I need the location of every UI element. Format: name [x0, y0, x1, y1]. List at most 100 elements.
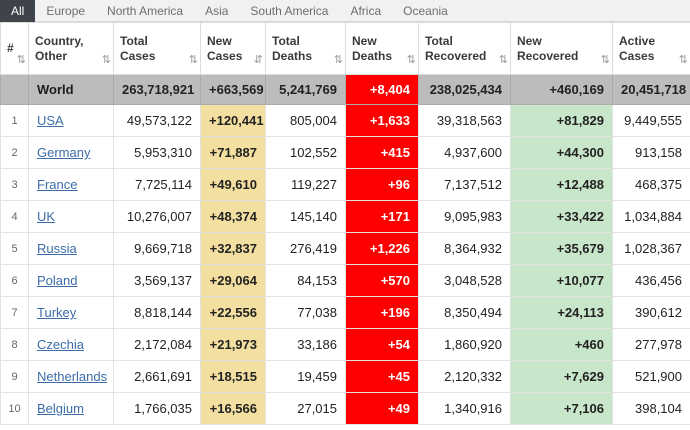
table-row: 4 UK 10,276,007 +48,374 145,140 +171 9,0… — [0, 200, 690, 233]
new-recovered-cell: +12,488 — [510, 168, 613, 201]
sort-icon[interactable]: ⇅ — [406, 54, 416, 67]
col-header-total-recovered-label: Total Recovered — [425, 33, 487, 63]
sort-icon[interactable]: ⇅ — [101, 54, 111, 67]
country-cell: Czechia — [28, 328, 114, 361]
sort-icon[interactable]: ⇅ — [188, 54, 198, 67]
new-recovered-cell: +7,629 — [510, 360, 613, 393]
active-cases-cell: 468,375 — [612, 168, 690, 201]
tab-europe[interactable]: Europe — [46, 3, 86, 18]
total-deaths-cell: 102,552 — [265, 136, 346, 169]
new-deaths-cell: +54 — [345, 328, 419, 361]
new-cases-cell: +71,887 — [200, 136, 266, 169]
total-recovered-cell: 4,937,600 — [418, 136, 511, 169]
active-cases-cell: 277,978 — [612, 328, 690, 361]
tab-africa[interactable]: Africa — [350, 3, 382, 18]
sort-icon[interactable]: ⇅ — [333, 54, 343, 67]
country-link[interactable]: France — [37, 177, 78, 192]
covid-stats-table: # ⇅ Country, Other ⇅ Total Cases ⇅ New Case… — [0, 22, 690, 425]
rank-cell: 9 — [0, 360, 29, 393]
new-cases-cell: +49,610 — [200, 168, 266, 201]
tab-oceania[interactable]: Oceania — [403, 3, 448, 18]
col-header-total-deaths[interactable]: Total Deaths ⇅ — [265, 22, 346, 75]
col-header-new-cases[interactable]: New Cases ⇵ — [200, 22, 266, 75]
country-link[interactable]: Czechia — [37, 337, 84, 352]
rank-cell: 8 — [0, 328, 29, 361]
new-recovered-cell: +10,077 — [510, 264, 613, 297]
total-deaths-cell: 145,140 — [265, 200, 346, 233]
total-deaths-cell: 805,004 — [265, 104, 346, 137]
col-header-new-recovered[interactable]: New Recovered ⇅ — [510, 22, 613, 75]
total-deaths-cell: 77,038 — [265, 296, 346, 329]
new-deaths-cell: +1,226 — [345, 232, 419, 265]
total-deaths-cell: 19,459 — [265, 360, 346, 393]
col-header-rank[interactable]: # ⇅ — [0, 22, 29, 75]
col-header-total-cases[interactable]: Total Cases ⇅ — [113, 22, 201, 75]
total-cases-cell: 263,718,921 — [113, 74, 201, 105]
new-cases-cell: +22,556 — [200, 296, 266, 329]
col-header-new-deaths[interactable]: New Deaths ⇅ — [345, 22, 419, 75]
active-cases-cell: 913,158 — [612, 136, 690, 169]
sort-icon[interactable]: ⇅ — [678, 54, 688, 67]
rank-cell: 10 — [0, 392, 29, 425]
sort-icon[interactable]: ⇅ — [16, 54, 26, 67]
col-header-total-recovered[interactable]: Total Recovered ⇅ — [418, 22, 511, 75]
new-cases-cell: +21,973 — [200, 328, 266, 361]
tab-asia[interactable]: Asia — [205, 3, 229, 18]
country-cell: France — [28, 168, 114, 201]
sort-icon[interactable]: ⇅ — [498, 54, 508, 67]
country-link[interactable]: Russia — [37, 241, 77, 256]
new-recovered-cell: +460,169 — [510, 74, 613, 105]
country-link[interactable]: Germany — [37, 145, 91, 160]
total-recovered-cell: 3,048,528 — [418, 264, 511, 297]
new-cases-cell: +120,441 — [200, 104, 266, 137]
total-cases-cell: 7,725,114 — [113, 168, 201, 201]
table-row: 6 Poland 3,569,137 +29,064 84,153 +570 3… — [0, 264, 690, 297]
new-deaths-cell: +1,633 — [345, 104, 419, 137]
new-cases-cell: +32,837 — [200, 232, 266, 265]
table-row: 1 USA 49,573,122 +120,441 805,004 +1,633… — [0, 104, 690, 137]
table-row: 5 Russia 9,669,718 +32,837 276,419 +1,22… — [0, 232, 690, 265]
country-cell: UK — [28, 200, 114, 233]
col-header-new-recovered-label: New Recovered — [517, 33, 579, 63]
sort-icon[interactable]: ⇅ — [600, 54, 610, 67]
header-row: # ⇅ Country, Other ⇅ Total Cases ⇅ New Case… — [0, 22, 690, 75]
country-cell: Turkey — [28, 296, 114, 329]
tab-north-america[interactable]: North America — [107, 3, 184, 18]
tab-south-america[interactable]: South America — [250, 3, 329, 18]
sort-active-icon[interactable]: ⇵ — [253, 54, 263, 67]
new-cases-cell: +663,569 — [200, 74, 266, 105]
country-link[interactable]: Belgium — [37, 401, 84, 416]
total-cases-cell: 2,661,691 — [113, 360, 201, 393]
table-row: 9 Netherlands 2,661,691 +18,515 19,459 +… — [0, 360, 690, 393]
new-cases-cell: +16,566 — [200, 392, 266, 425]
col-header-country[interactable]: Country, Other ⇅ — [28, 22, 114, 75]
world-label: World — [28, 74, 114, 105]
col-header-active-cases-label: Active Cases — [619, 33, 656, 63]
country-link[interactable]: Turkey — [37, 305, 77, 320]
country-link[interactable]: UK — [37, 209, 56, 224]
col-header-rank-label: # — [7, 41, 14, 55]
total-deaths-cell: 119,227 — [265, 168, 346, 201]
active-cases-cell: 436,456 — [612, 264, 690, 297]
total-cases-cell: 1,766,035 — [113, 392, 201, 425]
active-cases-cell: 9,449,555 — [612, 104, 690, 137]
rank-cell: 6 — [0, 264, 29, 297]
table-row: 8 Czechia 2,172,084 +21,973 33,186 +54 1… — [0, 328, 690, 361]
country-link[interactable]: USA — [37, 113, 64, 128]
table-row: 2 Germany 5,953,310 +71,887 102,552 +415… — [0, 136, 690, 169]
country-cell: Russia — [28, 232, 114, 265]
tab-all[interactable]: All — [0, 0, 36, 22]
col-header-new-deaths-label: New Deaths — [352, 33, 393, 63]
country-link[interactable]: Poland — [37, 273, 78, 288]
country-link[interactable]: Netherlands — [37, 369, 108, 384]
total-deaths-cell: 276,419 — [265, 232, 346, 265]
country-cell: Belgium — [28, 392, 114, 425]
world-summary-row: World 263,718,921 +663,569 5,241,769 +8,… — [0, 74, 690, 105]
total-recovered-cell: 9,095,983 — [418, 200, 511, 233]
total-deaths-cell: 5,241,769 — [265, 74, 346, 105]
col-header-active-cases[interactable]: Active Cases ⇅ — [612, 22, 690, 75]
total-cases-cell: 9,669,718 — [113, 232, 201, 265]
new-recovered-cell: +81,829 — [510, 104, 613, 137]
new-cases-cell: +48,374 — [200, 200, 266, 233]
active-cases-cell: 1,034,884 — [612, 200, 690, 233]
